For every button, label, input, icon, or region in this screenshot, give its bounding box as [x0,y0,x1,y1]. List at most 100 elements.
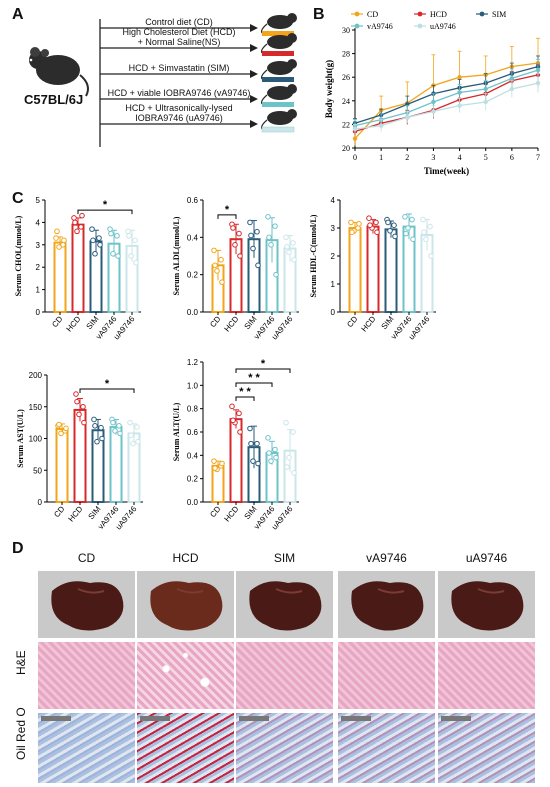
x-tick-label: HCD [64,314,82,333]
group-color-bar [262,102,294,107]
y-tick-label: 2 [331,252,336,261]
legend-label: vA9746 [367,22,393,31]
data-point [79,212,85,219]
x-tick-label: HCD [66,504,84,523]
y-tick-label: 5 [36,196,41,205]
significance-label: * [261,358,266,370]
oil-red-o-image-HCD [137,713,234,783]
he-stain-image-vA9746 [338,642,435,709]
data-point [90,237,96,244]
y-axis-label: Serum ALT(U/L) [172,402,181,461]
significance-bracket [235,382,273,387]
data-point [374,229,380,236]
scale-bar [239,716,269,721]
x-tick-label: 5 [484,153,488,162]
data-point [214,268,220,274]
data-point [130,440,136,447]
significance-bracket [79,388,135,393]
legend-marker [479,11,485,17]
x-tick-label: SIM [84,314,100,331]
data-point [268,458,274,464]
data-point [92,423,98,429]
x-tick-label: 2 [405,153,409,162]
y-tick-label: 200 [29,371,43,380]
arrow-head [250,70,258,78]
y-tick-label: 0.6 [187,196,199,205]
arrow-head [250,44,258,52]
bar-SIM [384,228,398,313]
data-point [457,75,462,80]
x-tick-label: HCD [222,314,240,333]
data-point [133,259,139,266]
significance-label: * [225,204,230,216]
legend-label: SIM [492,10,506,19]
y-tick-label: 1.2 [187,358,199,367]
x-tick-label: CD [52,504,66,519]
data-point [112,428,118,434]
y-axis-label: Serum AST(U/L) [16,409,25,468]
x-tick-label: CD [208,314,222,329]
data-point [403,230,409,237]
x-tick-label: 1 [379,153,383,162]
data-point [107,226,113,232]
data-point [254,228,260,235]
group-label-1: High Cholesterol Diet (HCD) + Normal Sal… [122,27,236,47]
scale-bar [441,716,471,721]
y-tick-label: 0.0 [187,308,199,317]
data-point [423,236,429,243]
data-point [427,223,433,230]
significance-bracket [217,214,237,219]
data-point [134,424,140,430]
y-tick-label: 150 [29,403,43,412]
mouse-icon [29,47,89,97]
data-point [230,225,236,231]
he-stain-image-CD [38,642,135,709]
data-point [211,458,217,464]
data-point [268,242,274,248]
data-point [367,222,373,229]
data-point [283,234,289,241]
liver-photo-SIM [236,571,333,638]
data-point [229,403,235,410]
data-point [135,438,141,445]
data-point [110,250,116,257]
data-point [286,249,292,256]
y-tick-label: 0 [38,498,43,507]
mouse-icon [260,109,297,130]
data-point [266,234,272,241]
data-point [126,233,132,239]
significance-bracket [235,368,291,373]
y-tick-label: 0.0 [187,498,199,507]
data-point [255,460,261,467]
data-point [247,219,253,226]
oil-red-o-image-CD [38,713,135,783]
x-tick-label: CD [208,504,222,519]
y-tick-label: 1.0 [187,381,199,390]
data-point [128,432,134,439]
data-point [80,403,86,410]
data-point [352,126,358,132]
liver-photo-uA9746 [438,571,535,638]
y-tick-label: 4 [331,196,336,205]
y-tick-label: 0 [331,308,336,317]
data-point [348,219,354,226]
data-point [99,435,105,442]
bar-CD [348,227,362,313]
series-line-HCD [354,74,539,133]
legend-marker [354,11,360,17]
y-tick-label: 30 [342,26,350,35]
data-point [248,232,254,239]
x-tick-label: 6 [510,153,514,162]
scale-bar [341,716,371,721]
bar-HCD [71,223,85,313]
data-point [89,226,95,232]
group-color-bar [262,51,294,56]
column-label-uA9746: uA9746 [465,551,508,565]
data-point [114,233,120,239]
data-point [110,419,116,426]
arrow-head [250,24,258,32]
data-point [117,430,123,437]
liver-photo-CD [38,571,135,638]
x-tick-label: SIM [242,504,258,521]
